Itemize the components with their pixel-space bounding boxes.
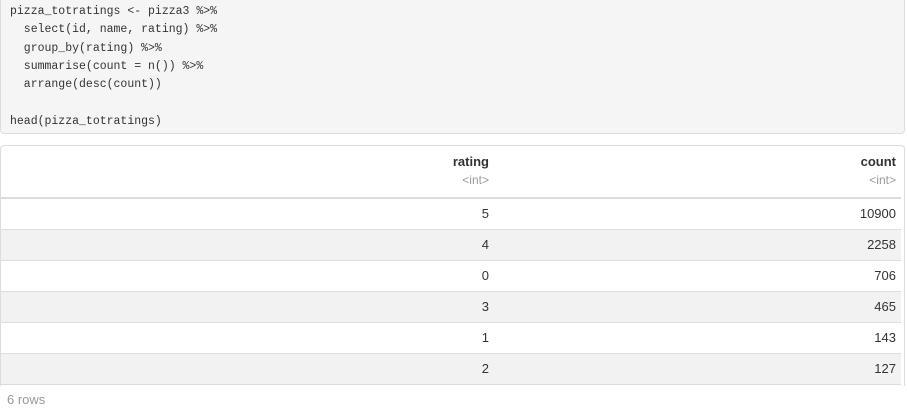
cell-rating: 5 [1,198,494,230]
table-row: 2 127 [1,353,901,385]
cell-rating: 0 [1,260,494,292]
table-row: 5 10900 [1,198,901,230]
code-chunk: pizza_totratings <- pizza3 %>% select(id… [0,0,905,134]
cell-rating: 4 [1,229,494,261]
cell-count: 2258 [494,229,901,261]
results-table: rating <int> count <int> 5 10900 4 2258 0 706 3 4… [1,146,901,385]
column-header-rating[interactable]: rating <int> [1,146,494,199]
table-row: 0 706 [1,260,901,292]
cell-count: 127 [494,353,901,385]
column-header-count[interactable]: count <int> [494,146,901,199]
table-row: 1 143 [1,322,901,354]
cell-rating: 1 [1,322,494,354]
cell-rating: 2 [1,353,494,385]
cell-rating: 3 [1,291,494,323]
cell-count: 706 [494,260,901,292]
table-row: 4 2258 [1,229,901,261]
table-row: 3 465 [1,291,901,323]
cell-count: 143 [494,322,901,354]
column-type: <int> [462,173,489,187]
cell-count: 10900 [494,198,901,230]
data-frame-output: rating <int> count <int> 5 10900 4 2258 0 706 3 4… [0,145,905,386]
cell-count: 465 [494,291,901,323]
code-text: pizza_totratings <- pizza3 %>% select(id… [10,5,218,128]
row-count: 6 rows [7,392,46,407]
column-type: <int> [869,173,896,187]
